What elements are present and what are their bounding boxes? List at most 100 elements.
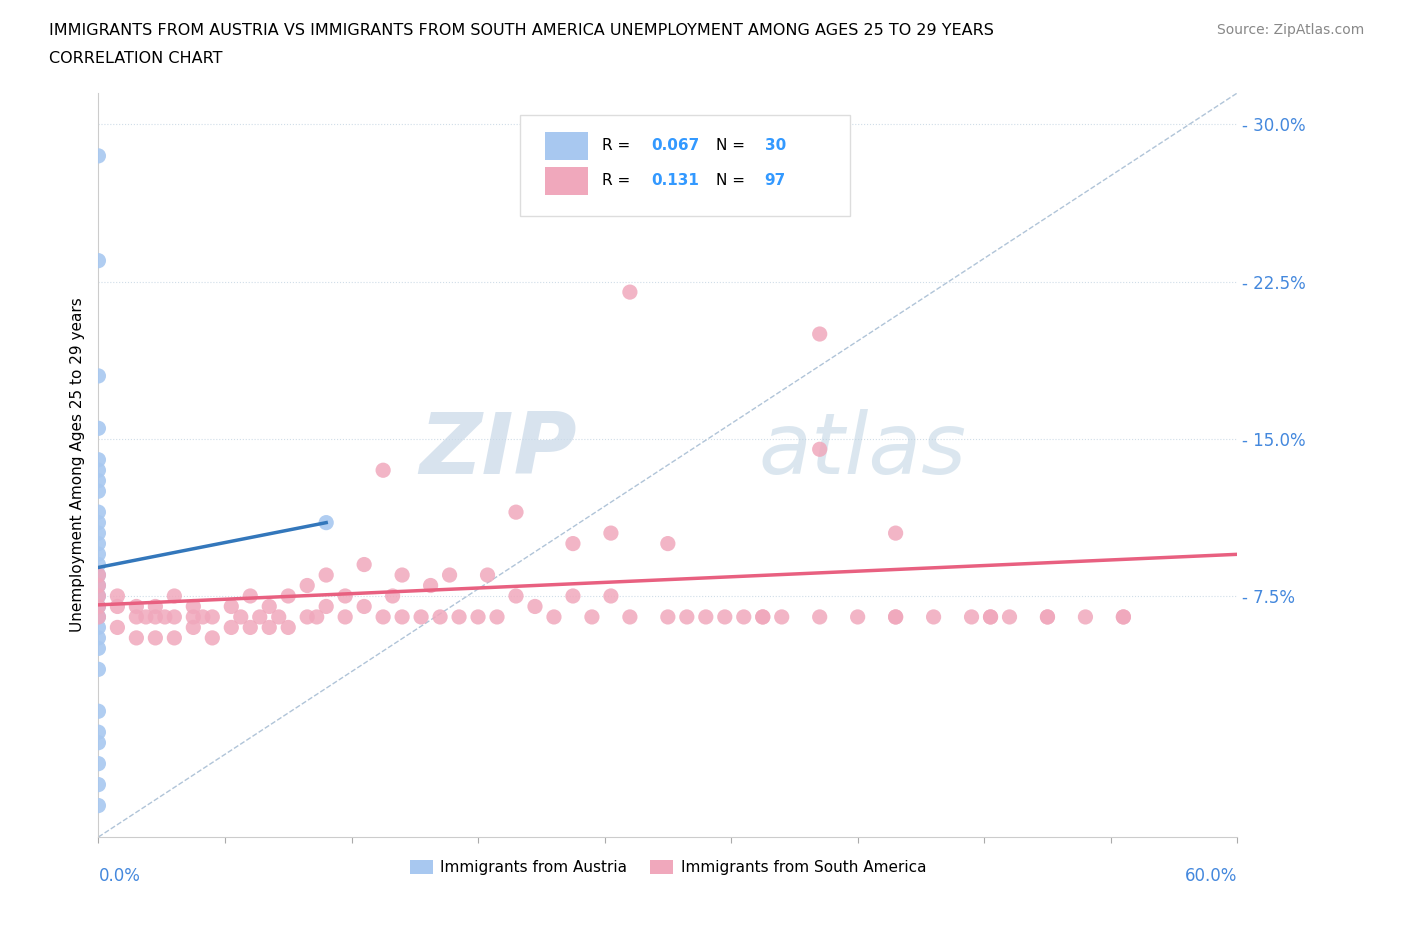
Point bbox=[87, 557, 110, 572]
Point bbox=[183, 599, 205, 614]
Point bbox=[87, 724, 110, 739]
Point bbox=[87, 253, 110, 268]
Point bbox=[543, 609, 565, 624]
Point bbox=[125, 609, 148, 624]
Point bbox=[884, 525, 907, 540]
Point bbox=[87, 736, 110, 751]
Point bbox=[201, 609, 224, 624]
Point bbox=[87, 452, 110, 467]
Text: N =: N = bbox=[716, 139, 749, 153]
Text: 0.131: 0.131 bbox=[651, 173, 699, 188]
Point bbox=[676, 609, 699, 624]
Point bbox=[87, 620, 110, 635]
Point bbox=[467, 609, 489, 624]
Point bbox=[107, 599, 129, 614]
Point bbox=[191, 609, 214, 624]
Point bbox=[145, 609, 167, 624]
Point bbox=[125, 599, 148, 614]
Point bbox=[695, 609, 717, 624]
Point bbox=[145, 631, 167, 645]
Point bbox=[619, 609, 641, 624]
Point bbox=[87, 473, 110, 488]
Point bbox=[87, 463, 110, 478]
Point bbox=[87, 609, 110, 624]
Point bbox=[335, 609, 357, 624]
Point bbox=[619, 285, 641, 299]
Point bbox=[353, 599, 375, 614]
Point bbox=[163, 631, 186, 645]
Point bbox=[87, 631, 110, 645]
Point bbox=[201, 631, 224, 645]
Point bbox=[87, 641, 110, 656]
Point bbox=[87, 777, 110, 792]
Point bbox=[87, 484, 110, 498]
Text: N =: N = bbox=[716, 173, 749, 188]
Point bbox=[315, 599, 337, 614]
Point bbox=[505, 589, 527, 604]
Point bbox=[259, 599, 281, 614]
Point bbox=[1112, 609, 1135, 624]
Legend: Immigrants from Austria, Immigrants from South America: Immigrants from Austria, Immigrants from… bbox=[404, 854, 932, 882]
Point bbox=[391, 609, 413, 624]
Point bbox=[87, 421, 110, 436]
Text: Source: ZipAtlas.com: Source: ZipAtlas.com bbox=[1216, 23, 1364, 37]
Text: CORRELATION CHART: CORRELATION CHART bbox=[49, 51, 222, 66]
Point bbox=[353, 557, 375, 572]
Text: IMMIGRANTS FROM AUSTRIA VS IMMIGRANTS FROM SOUTH AMERICA UNEMPLOYMENT AMONG AGES: IMMIGRANTS FROM AUSTRIA VS IMMIGRANTS FR… bbox=[49, 23, 994, 38]
Point bbox=[277, 589, 299, 604]
Text: 60.0%: 60.0% bbox=[1185, 867, 1237, 884]
Point bbox=[752, 609, 775, 624]
FancyBboxPatch shape bbox=[520, 115, 851, 216]
Point bbox=[87, 756, 110, 771]
Point bbox=[229, 609, 252, 624]
Point bbox=[770, 609, 793, 624]
Point bbox=[657, 537, 679, 551]
Point bbox=[239, 589, 262, 604]
Point bbox=[305, 609, 328, 624]
Point bbox=[87, 368, 110, 383]
Text: 0.067: 0.067 bbox=[651, 139, 699, 153]
Point bbox=[998, 609, 1021, 624]
Point bbox=[884, 609, 907, 624]
Point bbox=[371, 463, 394, 478]
Point bbox=[87, 599, 110, 614]
Y-axis label: Unemployment Among Ages 25 to 29 years: Unemployment Among Ages 25 to 29 years bbox=[69, 298, 84, 632]
Point bbox=[419, 578, 441, 593]
Point bbox=[87, 704, 110, 719]
Point bbox=[249, 609, 271, 624]
Point bbox=[87, 525, 110, 540]
Point bbox=[884, 609, 907, 624]
Point bbox=[163, 589, 186, 604]
Point bbox=[145, 599, 167, 614]
Point bbox=[87, 589, 110, 604]
Point bbox=[714, 609, 737, 624]
Point bbox=[87, 599, 110, 614]
Point bbox=[411, 609, 433, 624]
Text: 0.0%: 0.0% bbox=[98, 867, 141, 884]
Point bbox=[125, 631, 148, 645]
Text: atlas: atlas bbox=[759, 408, 967, 492]
Point bbox=[259, 620, 281, 635]
Text: ZIP: ZIP bbox=[419, 408, 576, 492]
Point bbox=[87, 578, 110, 593]
Point bbox=[657, 179, 679, 194]
Point bbox=[439, 567, 461, 582]
Point bbox=[87, 567, 110, 582]
Point bbox=[221, 599, 243, 614]
Point bbox=[733, 609, 755, 624]
Text: 30: 30 bbox=[765, 139, 786, 153]
Point bbox=[562, 537, 585, 551]
Point bbox=[87, 662, 110, 677]
Point bbox=[619, 127, 641, 142]
Point bbox=[524, 599, 547, 614]
Point bbox=[1036, 609, 1059, 624]
Point bbox=[449, 609, 471, 624]
Point bbox=[297, 609, 319, 624]
Point bbox=[107, 589, 129, 604]
Point bbox=[979, 609, 1001, 624]
Point bbox=[87, 609, 110, 624]
Point bbox=[87, 515, 110, 530]
Point bbox=[505, 505, 527, 520]
Point bbox=[221, 620, 243, 635]
Text: R =: R = bbox=[602, 139, 636, 153]
